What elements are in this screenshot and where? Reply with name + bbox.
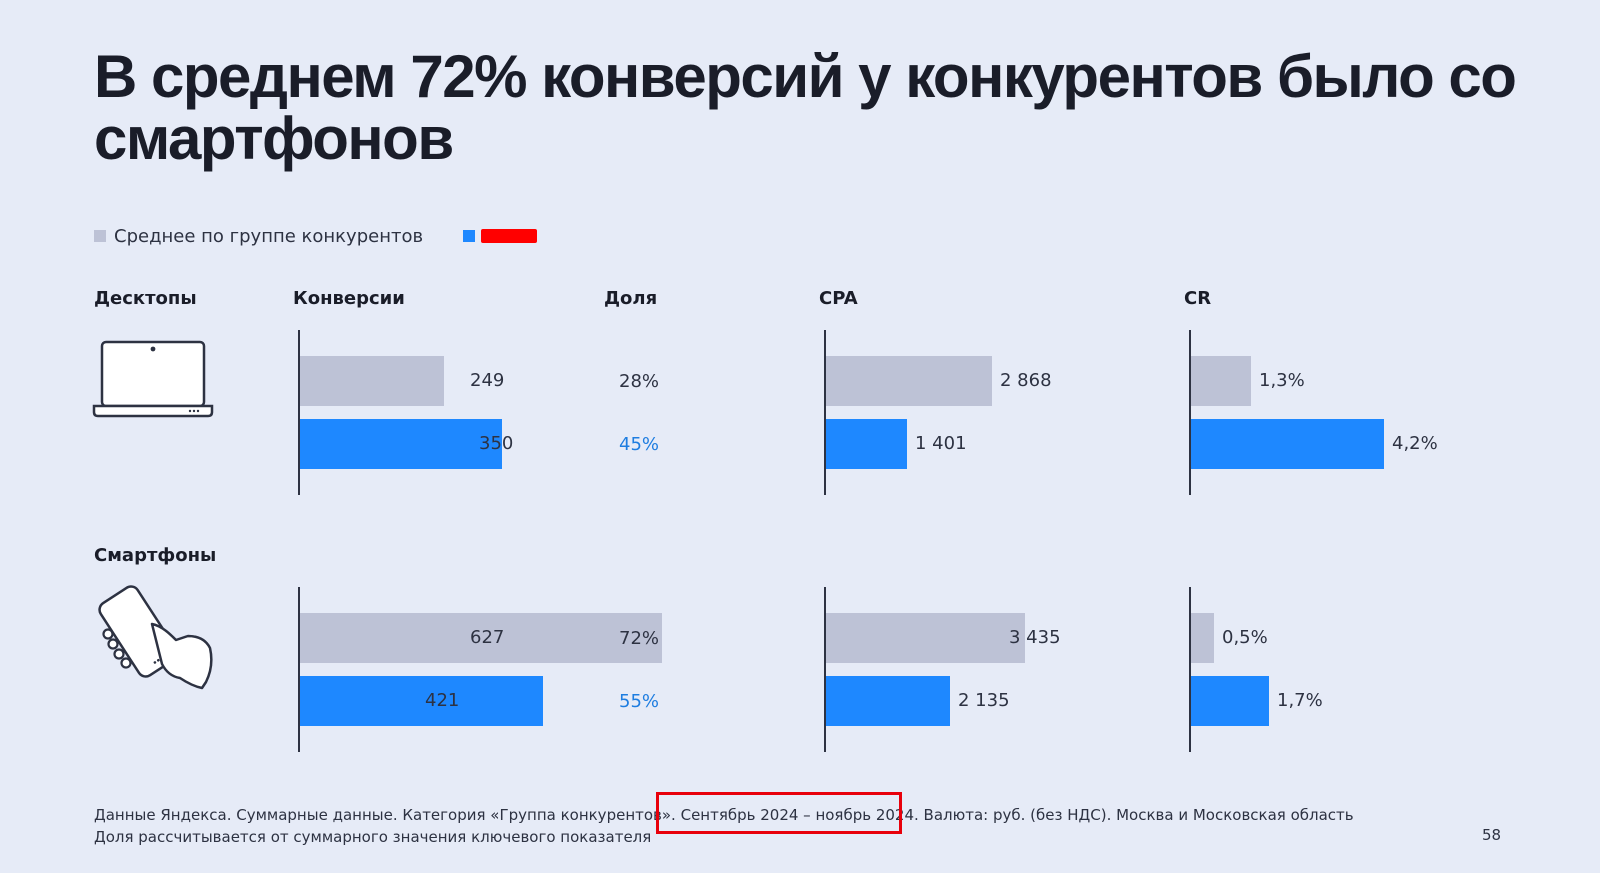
value-label-cr-desktops-competitors: 1,3%	[1259, 370, 1305, 391]
bar-conversions-desktops-own	[300, 419, 502, 469]
bar-cpa-desktops-competitors	[826, 356, 992, 406]
bar-cpa-desktops-own	[826, 419, 907, 469]
value-label-conversions-desktops-own: 350	[479, 433, 514, 454]
row-label-smartphones: Смартфоны	[94, 545, 217, 566]
bar-conversions-smartphones-own	[300, 676, 543, 726]
footnote-line-2: Доля рассчитывается от суммарного значен…	[94, 828, 652, 846]
slide-title: В среднем 72% конверсий у конкурентов бы…	[94, 43, 1517, 172]
bar-cr-smartphones-competitors	[1191, 613, 1214, 663]
bar-cpa-smartphones-own	[826, 676, 950, 726]
value-label-cr-smartphones-own: 1,7%	[1277, 690, 1323, 711]
legend-swatch-gray	[94, 230, 106, 242]
legend-label-competitors: Среднее по группе конкурентов	[114, 225, 424, 247]
bar-cr-desktops-own	[1191, 419, 1384, 469]
column-header-conversions: Конверсии	[293, 288, 405, 309]
laptop-icon	[92, 340, 214, 418]
axis-conversions-desktops	[298, 330, 300, 495]
legend-swatch-blue	[463, 230, 476, 242]
value-label-cpa-smartphones-own: 2 135	[958, 690, 1010, 711]
smartphone-in-hand-icon	[98, 585, 213, 690]
column-header-cr: CR	[1184, 288, 1212, 309]
value-label-conversions-smartphones-own: 421	[425, 690, 460, 711]
value-label-cpa-desktops-own: 1 401	[915, 433, 967, 454]
axis-conversions-smartphones	[298, 587, 300, 752]
footnote-line-1: Данные Яндекса. Суммарные данные. Катего…	[94, 806, 1354, 824]
axis-cr-desktops	[1189, 330, 1191, 495]
axis-cr-smartphones	[1189, 587, 1191, 752]
share-smartphones-own: 55%	[619, 691, 660, 712]
date-range-highlight	[656, 792, 902, 834]
axis-cpa-smartphones	[824, 587, 826, 752]
bar-cr-smartphones-own	[1191, 676, 1269, 726]
value-label-cr-smartphones-competitors: 0,5%	[1222, 627, 1268, 648]
legend-item-own	[463, 229, 538, 243]
share-desktops-competitors: 28%	[619, 371, 660, 392]
page-number: 58	[1482, 826, 1502, 844]
value-label-conversions-desktops-competitors: 249	[470, 370, 505, 391]
row-label-desktops: Десктопы	[94, 288, 197, 309]
value-label-cpa-smartphones-competitors: 3 435	[1009, 627, 1061, 648]
bar-cpa-smartphones-competitors	[826, 613, 1025, 663]
share-desktops-own: 45%	[619, 434, 660, 455]
footnote: Данные Яндекса. Суммарные данные. Катего…	[94, 804, 1354, 848]
bar-cr-desktops-competitors	[1191, 356, 1251, 406]
value-label-cpa-desktops-competitors: 2 868	[1000, 370, 1052, 391]
bar-conversions-smartphones-competitors	[300, 613, 662, 663]
legend-item-competitors: Среднее по группе конкурентов	[94, 226, 423, 247]
value-label-conversions-smartphones-competitors: 627	[470, 627, 505, 648]
axis-cpa-desktops	[824, 330, 826, 495]
bar-conversions-desktops-competitors	[300, 356, 444, 406]
value-label-cr-desktops-own: 4,2%	[1392, 433, 1438, 454]
redacted-label	[481, 229, 538, 243]
legend: Среднее по группе конкурентов	[94, 224, 577, 248]
share-smartphones-competitors: 72%	[619, 628, 660, 649]
column-header-share: Доля	[604, 288, 658, 309]
column-header-cpa: CPA	[819, 288, 858, 309]
